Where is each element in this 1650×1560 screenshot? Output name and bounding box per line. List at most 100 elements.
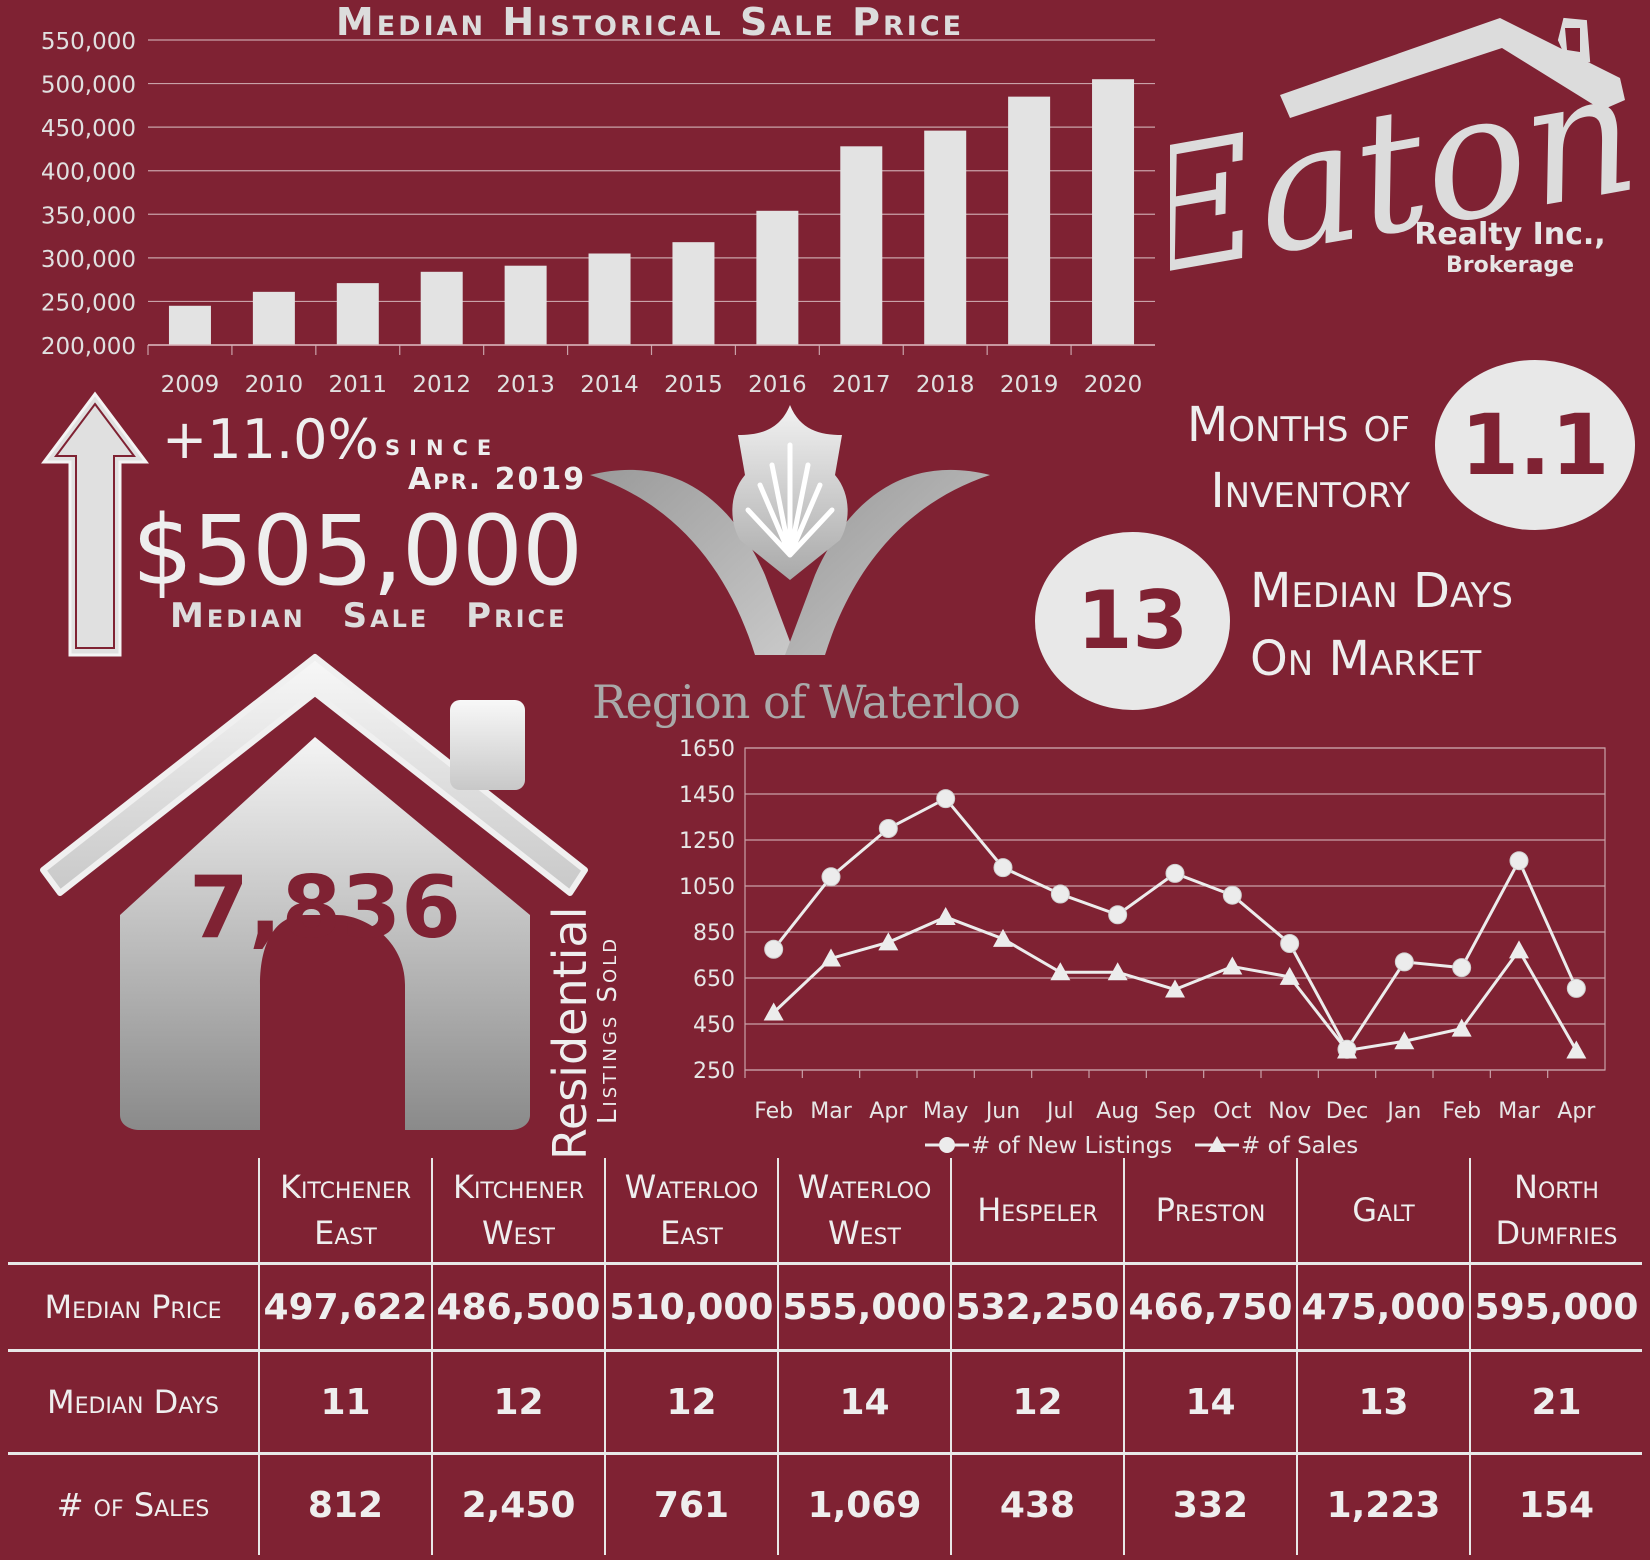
line-x-tick-label: Nov (1268, 1099, 1311, 1124)
listings-point (1394, 952, 1414, 972)
column-header: Kitchener East (258, 1158, 432, 1264)
table-cell: 510,000 (604, 1263, 778, 1351)
column-header-line1: North (1514, 1168, 1599, 1206)
column-header-line2: West (482, 1214, 555, 1252)
logo-line2: Brokerage (1446, 253, 1574, 278)
line-chart: 1650 1450 1250 1050 850 650 450 250 Feb Mar Apr May… (679, 737, 1606, 1159)
region-logo-icon (590, 405, 990, 655)
listings-point (764, 939, 784, 959)
inventory-label: Months of Inventory (1110, 392, 1410, 524)
column-header: Galt (1296, 1158, 1470, 1264)
line-x-tick-label: Jul (1045, 1099, 1074, 1124)
sales-point (821, 948, 841, 967)
listings-point (878, 819, 898, 838)
sales-point (1107, 962, 1128, 981)
bar-x-tick-label: 2015 (664, 372, 723, 398)
bar-2012 (420, 271, 463, 345)
price-change: +11.0% (162, 408, 379, 471)
line-y-tick-label: 650 (693, 967, 735, 992)
inventory-value: 1.1 (1435, 360, 1635, 530)
table-header-row: Kitchener East Kitchener West Waterloo East Wa… (8, 1158, 1642, 1264)
listings-point (1509, 851, 1529, 871)
line-y-tick-label: 1050 (679, 875, 735, 900)
bar-y-tick-label: 500,000 (41, 73, 136, 99)
bar-x-tick-label: 2016 (748, 372, 807, 398)
logo-line1: Realty Inc., (1414, 217, 1605, 252)
legend-label: # of New Listings (971, 1133, 1172, 1159)
column-header-line2: East (660, 1214, 723, 1252)
bar-2017 (840, 146, 883, 345)
listings-point (1222, 885, 1242, 905)
bar-y-tick-label: 200,000 (41, 334, 136, 360)
table-cell: 12 (604, 1350, 778, 1454)
days-on-market-line2: On Market (1250, 631, 1482, 687)
sales-point (1050, 962, 1071, 981)
bar-y-tick-label: 350,000 (41, 203, 136, 229)
listings-point (993, 858, 1013, 878)
table-cell: 761 (604, 1453, 778, 1555)
sales-point (1337, 1040, 1357, 1059)
since-date: Apr. 2019 (408, 462, 587, 497)
line-x-tick-label: Apr (1557, 1099, 1596, 1124)
bar-y-tick-label: 250,000 (41, 290, 136, 316)
line-y-tick-label: 250 (693, 1059, 735, 1084)
bar-2009 (168, 305, 211, 345)
listings-point (1165, 863, 1185, 883)
bar-y-tick-label: 550,000 (41, 29, 136, 55)
table-cell: 14 (1123, 1350, 1297, 1454)
sales-point (1165, 979, 1185, 998)
bar-x-tick-label: 2012 (412, 372, 471, 398)
column-header: Preston (1123, 1158, 1297, 1264)
column-header-line2: East (314, 1214, 377, 1252)
bar-x-tick-label: 2020 (1084, 372, 1143, 398)
table-cell: 332 (1123, 1453, 1297, 1555)
listings-point (1280, 934, 1300, 953)
sales-point (763, 1002, 784, 1021)
column-header: North Dumfries (1469, 1158, 1642, 1264)
column-header: Kitchener West (431, 1158, 605, 1264)
line-y-tick-label: 1450 (679, 783, 735, 808)
line-y-tick-label: 1250 (679, 829, 735, 854)
eaton-logo: Eaton Realty Inc., Brokerage (1170, 17, 1650, 300)
column-header-line1: Waterloo (797, 1168, 932, 1206)
area-stats-table: Kitchener East Kitchener West Waterloo East Wa… (8, 1158, 1642, 1555)
column-header-line1: Kitchener (279, 1168, 412, 1206)
line-x-tick-label: Jan (1385, 1099, 1421, 1124)
table-cell: 21 (1469, 1350, 1642, 1454)
sales-point (878, 932, 899, 951)
bar-x-tick-label: 2017 (832, 372, 891, 398)
sales-point (993, 928, 1013, 947)
column-header-line2: Dumfries (1495, 1214, 1618, 1252)
sales-point (1394, 1031, 1415, 1050)
sales-point (1566, 1040, 1587, 1059)
listings-point (821, 867, 841, 887)
table-cell: 11 (258, 1350, 432, 1454)
table-cell: 14 (777, 1350, 951, 1454)
table-cell: 2,450 (431, 1453, 605, 1555)
column-header-line1: Hespeler (977, 1191, 1098, 1229)
bar-x-tick-label: 2011 (329, 372, 388, 398)
sales-point (1222, 956, 1243, 975)
bar-2010 (252, 291, 295, 345)
bar-chart: 200,000 250,000 300,000 350,000 400,000 450,0… (41, 29, 1155, 398)
bar-2015 (672, 242, 715, 345)
line-x-tick-label: Feb (1442, 1099, 1481, 1124)
line-x-tick-label: Mar (810, 1099, 852, 1124)
line-plot-frame (744, 747, 1606, 1071)
bar-2016 (756, 210, 799, 345)
legend-label: # of Sales (1241, 1133, 1358, 1159)
line-y-tick-label: 850 (693, 921, 735, 946)
table-cell: 12 (950, 1350, 1124, 1454)
column-header-line2: West (828, 1214, 901, 1252)
series-line-0 (772, 796, 1578, 1053)
bar-y-tick-label: 400,000 (41, 160, 136, 186)
line-x-tick-label: May (923, 1099, 968, 1124)
median-sale-price: $505,000 (132, 495, 583, 607)
bar-x-tick-label: 2010 (245, 372, 304, 398)
region-name: Region of Waterloo (592, 675, 1021, 729)
legend-circle-icon (939, 1137, 955, 1153)
listings-point (1452, 958, 1472, 978)
table-cell: 12 (431, 1350, 605, 1454)
table-cell: 154 (1469, 1453, 1642, 1555)
bar-chart-title: Median Historical Sale Price (335, 0, 965, 44)
